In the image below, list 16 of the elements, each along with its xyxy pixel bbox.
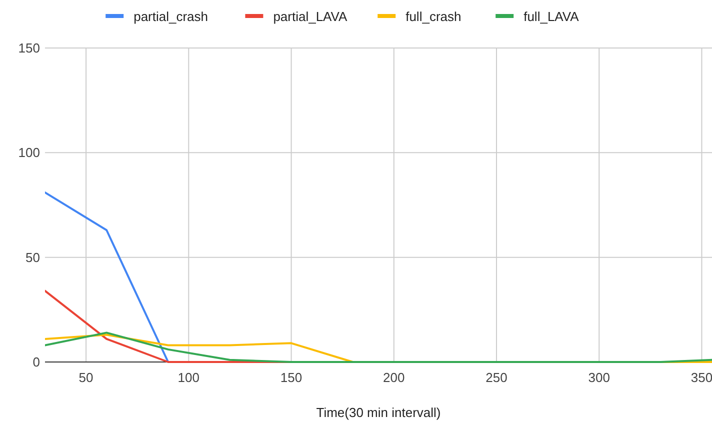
x-tick-label: 100 [178,370,200,385]
y-tick-label: 150 [18,40,40,56]
legend-label: full_LAVA [524,8,580,24]
x-tick-label: 200 [383,370,405,385]
legend-label: partial_crash [134,8,208,24]
x-tick-label: 150 [280,370,302,385]
x-tick-label: 350 [690,370,712,385]
y-tick-label: 0 [32,354,40,370]
legend-label: partial_LAVA [273,8,348,24]
x-tick-label: 50 [78,370,94,385]
y-tick-label: 50 [26,250,40,265]
y-tick-label: 100 [18,145,40,160]
x-axis-title: Time(30 min intervall) [316,405,441,420]
x-tick-label: 300 [588,370,610,385]
x-tick-label: 250 [486,370,508,385]
legend-label: full_crash [406,8,462,24]
